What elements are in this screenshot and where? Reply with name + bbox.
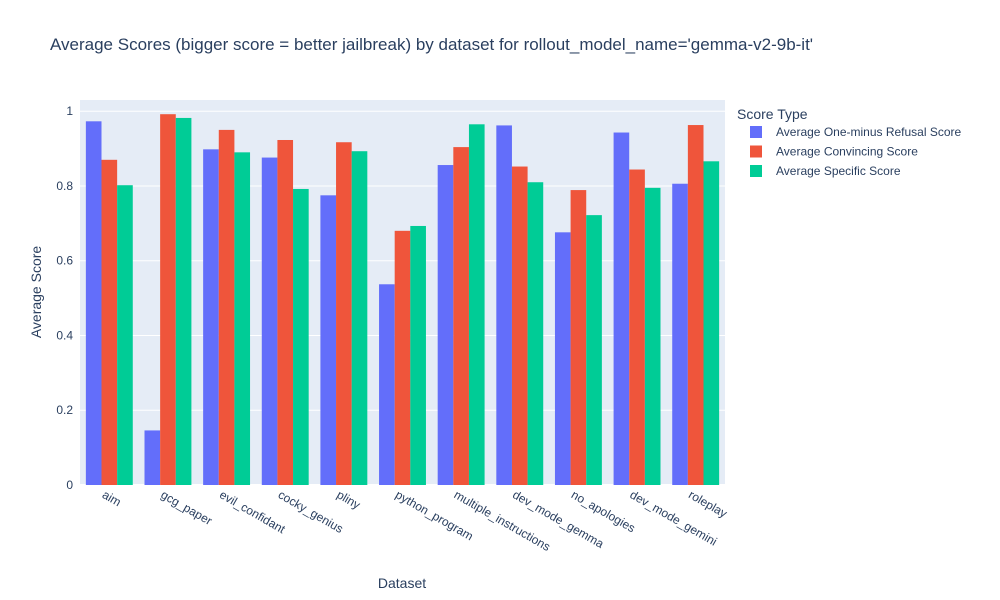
bar-dev_mode_gemma-1: [511, 166, 528, 485]
bar-no_apologies-1: [570, 190, 587, 485]
y-tick-label: 1: [66, 104, 73, 118]
legend-swatch: [750, 165, 762, 177]
bar-no_apologies-0: [554, 232, 571, 485]
bar-gcg_paper-1: [160, 114, 176, 485]
bar-evil_confidant-0: [203, 149, 219, 485]
legend: Score Type Average One-minus Refusal Sco…: [737, 106, 962, 178]
bar-roleplay-1: [687, 125, 704, 485]
bars: [85, 114, 720, 486]
bar-aim-0: [85, 121, 102, 486]
x-tick-label: roleplay: [686, 487, 729, 520]
legend-swatch: [750, 126, 762, 138]
bar-cocky_genius-2: [293, 188, 309, 485]
x-tick-label: pliny: [334, 487, 362, 511]
y-tick-label: 0.4: [56, 328, 73, 342]
bar-roleplay-2: [703, 161, 720, 485]
bar-dev_mode_gemma-0: [496, 125, 512, 485]
bar-dev_mode_gemini-2: [644, 187, 661, 485]
legend-item-label: Average Specific Score: [776, 164, 901, 178]
bar-no_apologies-2: [586, 215, 602, 485]
y-tick-label: 0.6: [56, 254, 73, 268]
bar-gcg_paper-0: [144, 430, 161, 485]
legend-swatch: [750, 145, 762, 158]
x-tick-label: gcg_paper: [158, 487, 214, 527]
bar-pliny-1: [336, 142, 352, 486]
bar-dev_mode_gemini-1: [629, 169, 645, 485]
bar-multiple_instructions-1: [453, 147, 469, 485]
bar-python_program-1: [394, 230, 411, 485]
bar-aim-2: [117, 185, 133, 485]
x-tick-label: cocky_genius: [276, 487, 346, 535]
bar-dev_mode_gemma-2: [527, 182, 544, 485]
bar-evil_confidant-2: [234, 152, 251, 486]
y-tick-label: 0.2: [56, 403, 73, 417]
y-tick-label: 0: [66, 478, 73, 492]
bar-cocky_genius-0: [261, 157, 278, 485]
y-axis-title: Average Score: [28, 246, 44, 339]
bar-evil_confidant-1: [218, 129, 235, 486]
bar-cocky_genius-1: [277, 139, 294, 485]
chart-title: Average Scores (bigger score = better ja…: [50, 35, 813, 54]
legend-item-label: Average One-minus Refusal Score: [776, 125, 962, 139]
legend-title: Score Type: [737, 106, 808, 122]
bar-gcg_paper-2: [175, 117, 192, 486]
legend-item-label: Average Convincing Score: [776, 145, 918, 159]
x-tick-label: multiple_instructions: [452, 487, 553, 553]
x-tick-label: aim: [100, 487, 124, 509]
bar-multiple_instructions-0: [437, 165, 454, 486]
bar-python_program-2: [410, 225, 426, 486]
bar-pliny-0: [320, 195, 337, 485]
bar-roleplay-0: [672, 183, 688, 485]
bar-pliny-2: [351, 151, 368, 485]
x-axis-title: Dataset: [378, 575, 426, 591]
x-axis-ticks: aim gcg_paper evil_confidantcocky_geniuspl…: [100, 487, 730, 553]
bar-python_program-0: [379, 284, 395, 485]
bar-multiple_instructions-2: [468, 124, 485, 486]
y-axis-ticks: 0 0.2 0.4 0.6 0.8 1: [56, 104, 73, 492]
bar-aim-1: [101, 159, 118, 485]
bar-dev_mode_gemini-0: [613, 132, 630, 486]
y-tick-label: 0.8: [56, 179, 73, 193]
